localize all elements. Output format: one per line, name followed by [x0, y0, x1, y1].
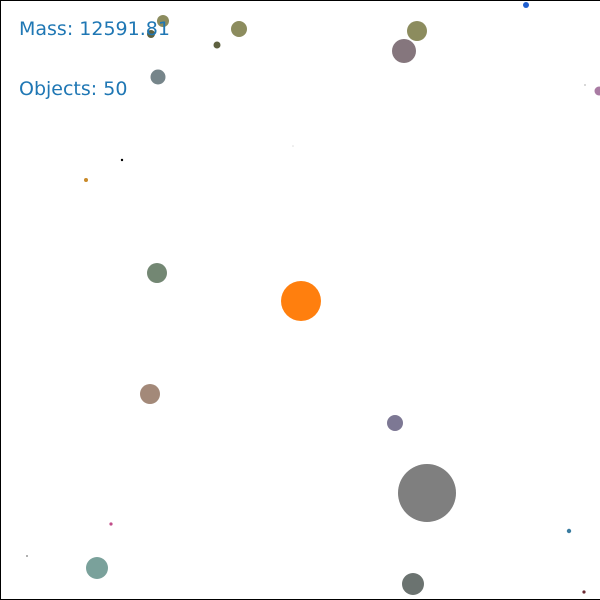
planet-body	[231, 21, 247, 37]
moon-body	[566, 528, 572, 534]
giant-body	[398, 464, 456, 522]
planet-body	[86, 557, 108, 579]
dust-body	[292, 145, 294, 147]
moon-body	[84, 178, 88, 182]
planet-body	[407, 21, 427, 41]
planet-body	[392, 39, 416, 63]
planet-body	[402, 573, 424, 595]
planet-body	[150, 69, 166, 85]
moon-body	[523, 2, 529, 8]
planet-body	[140, 384, 160, 404]
moon-body	[594, 86, 600, 96]
planet-body	[147, 30, 155, 38]
moon-body	[109, 522, 113, 526]
moon-body	[120, 158, 124, 162]
dust-body	[26, 555, 28, 557]
moon-body	[582, 590, 586, 594]
planet-body	[387, 415, 403, 431]
planet-body	[213, 41, 221, 49]
planet-body	[157, 15, 169, 27]
sun-body	[281, 281, 321, 321]
planet-body	[147, 263, 167, 283]
dust-body	[584, 84, 586, 86]
